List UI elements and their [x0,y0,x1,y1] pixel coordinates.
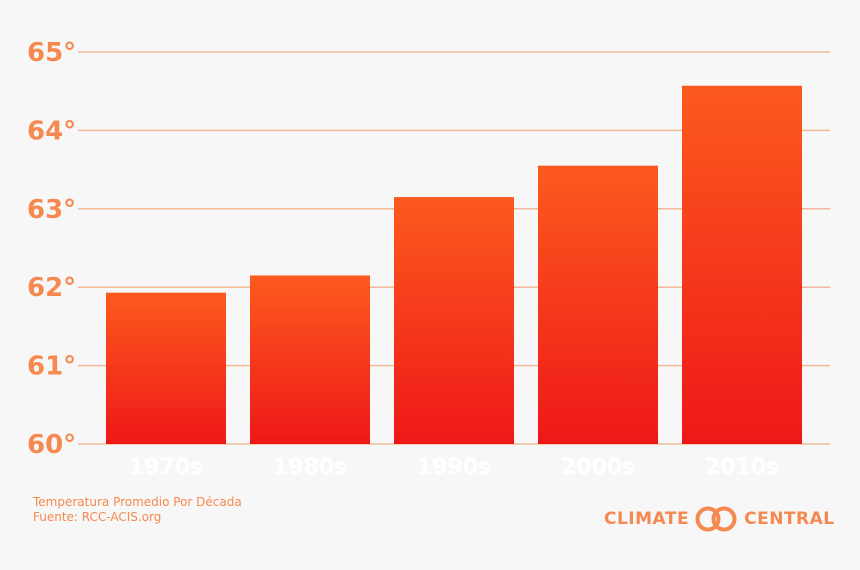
x-tick-label: 1970s [129,455,203,480]
y-axis-ticks: 60° 61° 62° 63° 64° 65° [27,38,76,460]
y-tick-label: 60° [27,430,76,460]
y-tick-label: 63° [27,195,76,225]
bar-1990s [394,197,514,444]
caption-source: Fuente: RCC-ACIS.org [33,510,162,524]
x-tick-label: 2010s [705,455,779,480]
bar-chart: 60° 61° 62° 63° 64° 65° 1970s 1980s 1990s 2000s 2… [27,38,830,480]
bars [106,85,802,444]
chart-caption: Temperatura Promedio Por Década Fuente: … [33,495,242,525]
bar-1970s [106,292,226,444]
y-tick-label: 64° [27,116,76,146]
x-tick-label: 2000s [561,455,635,480]
bar-2010s [682,85,802,444]
x-tick-label: 1980s [273,455,347,480]
brand-word-left: CLIMATE [604,509,690,529]
y-tick-label: 65° [27,38,76,68]
linked-circles-icon [695,506,737,532]
y-tick-label: 61° [27,352,76,382]
caption-title: Temperatura Promedio Por Década [33,495,242,509]
climate-central-logo: CLIMATE CENTRAL [604,506,835,532]
x-axis-ticks: 1970s 1980s 1990s 2000s 2010s [129,455,779,480]
bar-2000s [538,165,658,444]
y-tick-label: 62° [27,273,76,303]
brand-word-right: CENTRAL [744,509,835,529]
bar-1980s [250,275,370,444]
x-tick-label: 1990s [417,455,491,480]
